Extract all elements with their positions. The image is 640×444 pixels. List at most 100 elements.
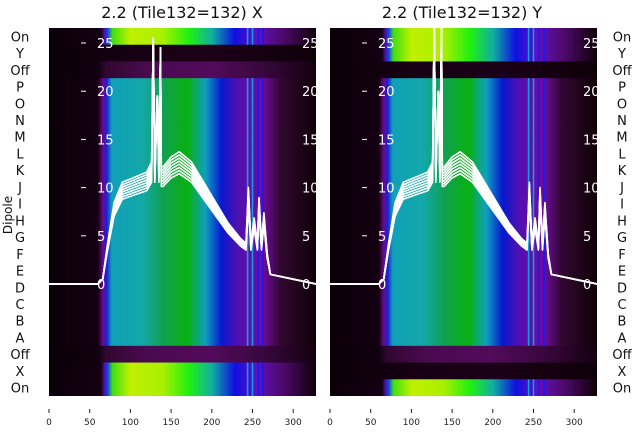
- x-tick-label: 250: [244, 418, 261, 428]
- heatmap-stripe: [538, 295, 540, 313]
- heatmap-stripe: [251, 362, 254, 380]
- heatmap-stripe: [257, 128, 259, 146]
- row-label: C: [617, 298, 626, 313]
- heatmap-stripe: [251, 195, 254, 213]
- row-label: X: [16, 365, 25, 380]
- heatmap-stripe: [262, 145, 264, 163]
- overlay-tick-label: 25: [378, 37, 395, 52]
- row-label: D: [15, 281, 25, 296]
- heatmap-stripe: [527, 278, 530, 297]
- overlay-tick-label: 10: [302, 182, 319, 197]
- overlay-tick-label: 15: [378, 133, 395, 148]
- heatmap-stripe: [543, 128, 545, 146]
- heatmap-row-o: [330, 94, 597, 113]
- row-label: On: [613, 382, 631, 397]
- heatmap-stripe: [257, 28, 259, 46]
- heatmap-stripe: [527, 145, 530, 163]
- heatmap-row-i: [49, 195, 316, 213]
- row-label: G: [15, 231, 25, 246]
- row-label: On: [11, 382, 29, 397]
- heatmap-stripe: [543, 312, 545, 330]
- heatmap-stripe: [532, 161, 535, 180]
- heatmap-row-c: [49, 295, 316, 313]
- heatmap-stripe: [532, 44, 535, 62]
- heatmap-stripe: [251, 212, 254, 230]
- heatmap-stripe: [262, 329, 264, 347]
- heatmap-row-x: [49, 362, 316, 380]
- heatmap-row-a: [49, 329, 316, 347]
- x-tick-label: 50: [84, 418, 96, 428]
- row-label: On: [11, 30, 29, 45]
- overlay-tick-label: 5: [302, 230, 310, 245]
- heatmap-stripe: [246, 28, 249, 46]
- heatmap-stripe: [532, 78, 535, 96]
- heatmap-stripe: [257, 178, 259, 196]
- x-tick-label: 0: [327, 418, 333, 428]
- row-label: P: [618, 81, 626, 96]
- heatmap-stripe: [246, 78, 249, 96]
- heatmap-stripe: [262, 28, 264, 46]
- heatmap-row-off: [49, 345, 316, 364]
- heatmap-stripe: [527, 245, 530, 263]
- overlay-tick-label: 25: [302, 37, 319, 52]
- heatmap-stripe: [246, 94, 249, 113]
- heatmap-stripe: [532, 111, 535, 129]
- row-label: K: [618, 164, 627, 179]
- heatmap-row-f: [49, 245, 316, 263]
- overlay-tick-label: 10: [583, 182, 600, 197]
- heatmap-stripe: [246, 262, 249, 280]
- heatmap-stripe: [246, 278, 249, 297]
- heatmap-row-e: [330, 262, 597, 280]
- heatmap-stripe: [527, 94, 530, 113]
- heatmap-stripe: [251, 262, 254, 280]
- heatmap-stripe: [257, 111, 259, 129]
- heatmap-stripe: [257, 312, 259, 330]
- heatmap-stripe: [527, 262, 530, 280]
- row-label: M: [14, 131, 25, 146]
- heatmap-stripe: [246, 379, 249, 396]
- row-label: E: [618, 265, 626, 280]
- heatmap-row-m: [330, 128, 597, 146]
- row-label: On: [613, 30, 631, 45]
- heatmap-stripe: [251, 312, 254, 330]
- heatmap-stripe: [262, 278, 264, 297]
- x-tick-label: 50: [365, 418, 377, 428]
- overlay-line: [330, 28, 597, 285]
- heatmap-row-o: [49, 94, 316, 113]
- heatmap-stripe: [262, 312, 264, 330]
- heatmap-stripe: [246, 161, 249, 180]
- heatmap-stripe: [543, 111, 545, 129]
- overlay-tick-label: 5: [583, 230, 591, 245]
- heatmap-stripe: [262, 379, 264, 396]
- heatmap-stripe: [527, 28, 530, 46]
- heatmap-stripe: [527, 44, 530, 62]
- heatmap-stripe: [538, 278, 540, 297]
- panel-title-y: 2.2 (Tile132=132) Y: [382, 3, 543, 22]
- heatmap-stripe: [527, 329, 530, 347]
- heatmap-row-m: [49, 128, 316, 146]
- heatmap-stripe: [257, 329, 259, 347]
- heatmap-row-on: [49, 379, 316, 396]
- heatmap-stripe: [543, 78, 545, 96]
- heatmap-stripe: [532, 195, 535, 213]
- overlay-tick-label: 0: [97, 278, 105, 293]
- heatmap-row-h: [49, 212, 316, 230]
- heatmap-stripe: [532, 212, 535, 230]
- heatmap-row-b: [49, 312, 316, 330]
- heatmap-stripe: [543, 44, 545, 62]
- heatmap-stripe: [538, 178, 540, 196]
- row-label: J: [17, 181, 22, 196]
- heatmap-stripe: [527, 78, 530, 96]
- row-label: F: [16, 248, 23, 263]
- heatmap-stripe: [532, 312, 535, 330]
- heatmap-stripe: [257, 94, 259, 113]
- heatmap-row-off: [330, 61, 597, 79]
- heatmap-row-on: [330, 379, 597, 396]
- heatmap-stripe: [246, 312, 249, 330]
- row-label: C: [15, 298, 24, 313]
- heatmap-stripe: [538, 78, 540, 96]
- overlay-tick-label: 10: [378, 182, 395, 197]
- heatmap-stripe: [532, 262, 535, 280]
- heatmap-stripe: [543, 295, 545, 313]
- heatmap-stripe: [251, 245, 254, 263]
